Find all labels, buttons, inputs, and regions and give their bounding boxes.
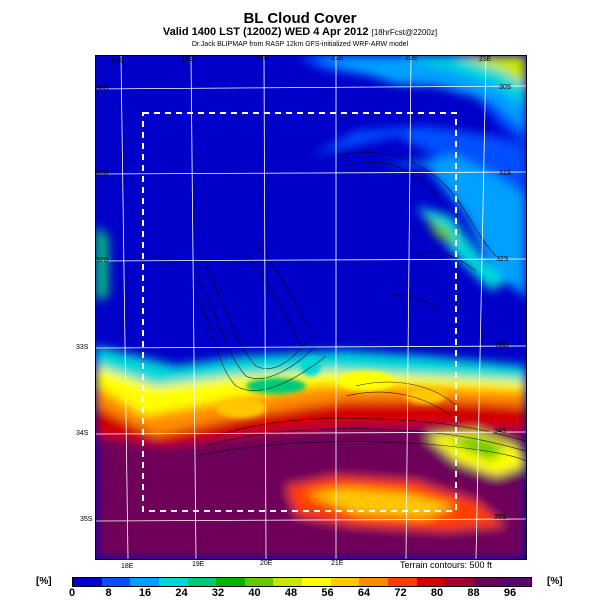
colorbar-swatch (187, 578, 217, 586)
colorbar-swatch (330, 578, 360, 586)
colorbar-unit-right: [%] (547, 576, 563, 587)
colorbar-tick-label: 48 (284, 587, 298, 599)
model-credit: Dr.Jack BLIPMAP from RASP 12km GFS-initi… (191, 41, 409, 48)
colorbar-swatch (273, 578, 302, 586)
colorbar-swatch (387, 578, 417, 586)
colorbar-swatch (416, 578, 446, 586)
colorbar-swatch (359, 578, 388, 586)
colorbar-swatch (158, 578, 188, 586)
lon-tick-top: 21E (331, 55, 344, 62)
colorbar-tick-label: 56 (321, 587, 334, 599)
colorbar-swatch (502, 578, 531, 586)
lon-tick-top: 23E (479, 56, 492, 63)
lat-lon-grid (96, 56, 526, 559)
lat-tick-left: 32S (96, 257, 109, 264)
colorbar-tick-label: 88 (467, 587, 480, 599)
colorbar-tick-label: 8 (105, 587, 112, 599)
lat-tick-right: 34S (494, 428, 507, 435)
colorbar-tick-label: 96 (503, 587, 517, 599)
lon-tick-top: 20E (256, 55, 269, 62)
lon-tick-bottom: 18E (121, 563, 134, 570)
colorbar (72, 577, 532, 587)
lat-tick-right: 32S (496, 256, 509, 263)
colorbar-swatch (130, 578, 159, 586)
colorbar-swatch (216, 578, 245, 586)
cloud-band-detail (216, 356, 446, 418)
lon-tick-top: 22E (405, 55, 418, 62)
terrain-contours (190, 151, 526, 462)
colorbar-tick-label: 40 (248, 587, 261, 599)
lat-tick-left: 34S (76, 430, 89, 437)
lon-tick-bottom: 19E (192, 561, 205, 568)
colorbar-unit-left: [%] (36, 576, 52, 587)
chart-subtitle: Valid 1400 LST (1200Z) WED 4 Apr 2012 [1… (0, 26, 600, 38)
colorbar-swatch (244, 578, 274, 586)
colorbar-tick-label: 0 (68, 587, 76, 599)
lat-tick-right: 30S (499, 84, 512, 91)
lat-tick-left: 30S (96, 85, 109, 92)
colorbar-swatch (101, 578, 131, 586)
colorbar-tick-label: 24 (175, 587, 188, 599)
map-canvas (96, 56, 526, 559)
colorbar-tick-label: 64 (357, 587, 371, 599)
colorbar-tick-label: 80 (430, 587, 444, 599)
chart-title: BL Cloud Cover (243, 10, 357, 27)
lon-tick-bottom: 20E (260, 560, 273, 567)
lat-tick-left: 33S (76, 344, 89, 351)
terrain-contour-note: Terrain contours: 500 ft (400, 560, 493, 570)
lon-tick-top: 19E (181, 56, 194, 63)
colorbar-swatch (473, 578, 503, 586)
lon-tick-top: 18E (111, 58, 124, 65)
lat-tick-right: 33S (496, 342, 509, 349)
lat-tick-left: 35S (80, 516, 93, 523)
colorbar-swatch (445, 578, 474, 586)
forecast-hour: [18hrFcst@2200z] (371, 28, 438, 37)
lat-tick-right: 31S (499, 170, 512, 177)
lat-tick-right: 35S (494, 514, 507, 521)
lon-tick-bottom: 21E (331, 560, 344, 567)
colorbar-swatch (73, 578, 102, 586)
cloud-cover-map (95, 55, 527, 560)
colorbar-tick-label: 16 (138, 587, 152, 599)
colorbar-tick-label: 32 (211, 587, 225, 599)
inner-domain-boundary (142, 112, 457, 512)
colorbar-tick-label: 72 (394, 587, 407, 599)
lat-tick-left: 31S (96, 170, 109, 177)
colorbar-swatch (302, 578, 331, 586)
valid-time: Valid 1400 LST (1200Z) WED 4 Apr 2012 (162, 26, 369, 38)
